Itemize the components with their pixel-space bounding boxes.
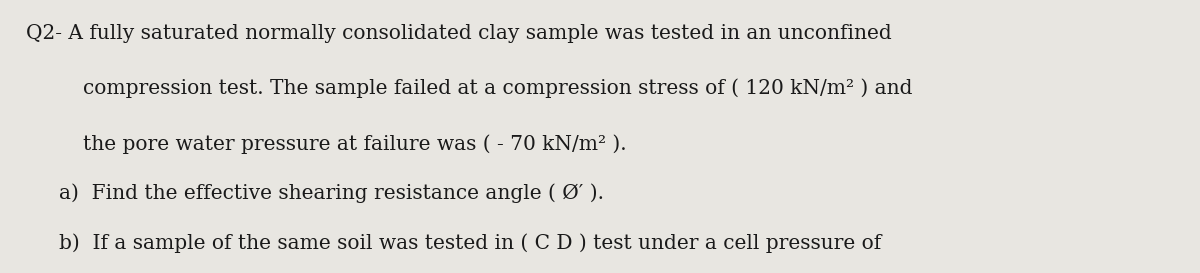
Text: the pore water pressure at failure was ( - 70 kN/m² ).: the pore water pressure at failure was (…: [83, 134, 626, 153]
Text: compression test. The sample failed at a compression stress of ( 120 kN/m² ) and: compression test. The sample failed at a…: [83, 79, 912, 99]
Text: b)  If a sample of the same soil was tested in ( C D ) test under a cell pressur: b) If a sample of the same soil was test…: [59, 233, 881, 253]
Text: a)  Find the effective shearing resistance angle ( Ø′ ).: a) Find the effective shearing resistanc…: [59, 184, 604, 203]
Text: Q2- A fully saturated normally consolidated clay sample was tested in an unconfi: Q2- A fully saturated normally consolida…: [26, 24, 892, 43]
